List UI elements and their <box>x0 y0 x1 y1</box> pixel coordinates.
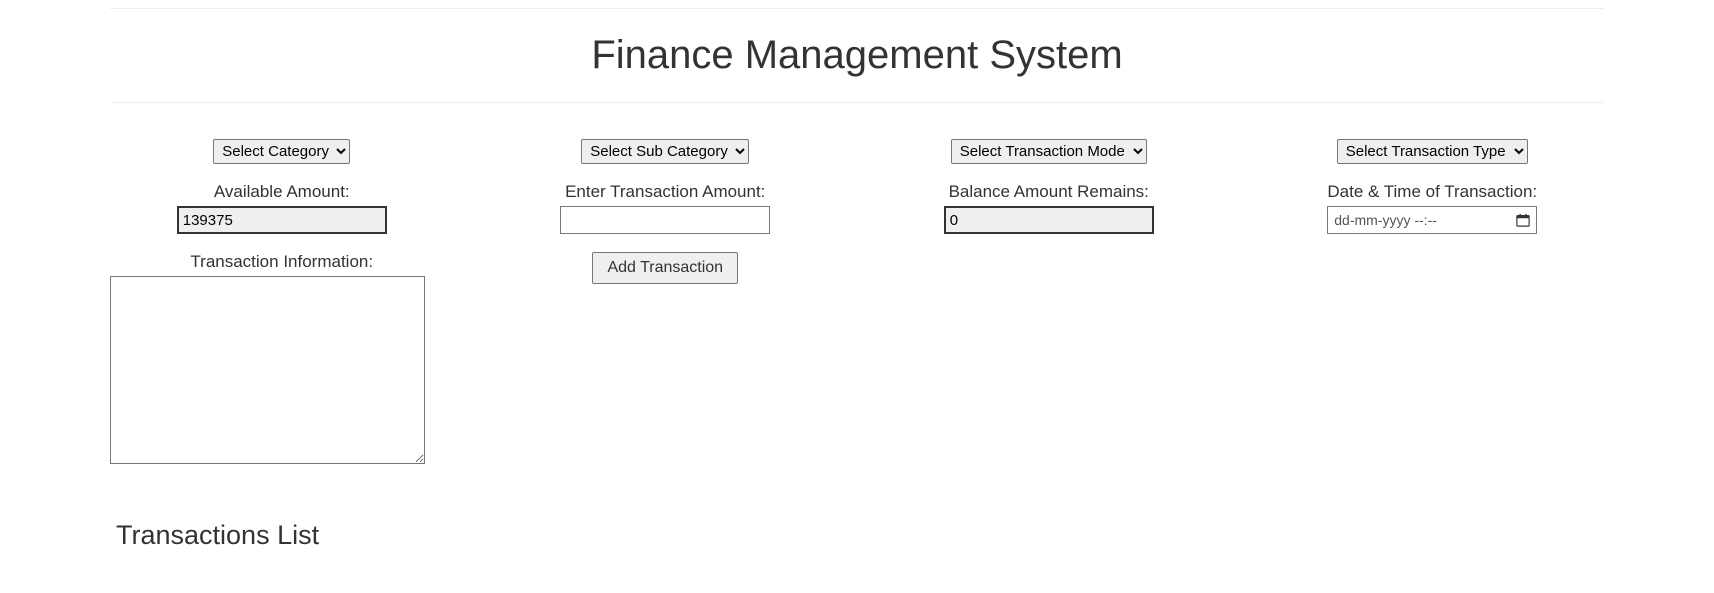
form-grid: Select Category Select Sub Category Sele… <box>110 139 1604 464</box>
transaction-info-textarea[interactable] <box>110 276 425 464</box>
add-transaction-button[interactable]: Add Transaction <box>592 252 738 284</box>
sub-category-select[interactable]: Select Sub Category <box>581 139 749 164</box>
transaction-type-select[interactable]: Select Transaction Type <box>1337 139 1528 164</box>
balance-amount-label: Balance Amount Remains: <box>949 182 1149 202</box>
page-title: Finance Management System <box>110 33 1604 78</box>
transaction-amount-input[interactable] <box>560 206 770 234</box>
transaction-info-label: Transaction Information: <box>190 252 373 272</box>
calendar-icon <box>1516 213 1530 227</box>
divider-top <box>110 8 1604 9</box>
transaction-mode-select[interactable]: Select Transaction Mode <box>951 139 1147 164</box>
datetime-input[interactable]: dd-mm-yyyy --:-- <box>1327 206 1537 234</box>
datetime-placeholder: dd-mm-yyyy --:-- <box>1334 212 1437 228</box>
divider-mid <box>110 102 1604 103</box>
datetime-label: Date & Time of Transaction: <box>1327 182 1537 202</box>
balance-amount-input <box>944 206 1154 234</box>
category-select[interactable]: Select Category <box>213 139 350 164</box>
transaction-amount-label: Enter Transaction Amount: <box>565 182 765 202</box>
transactions-list-heading: Transactions List <box>110 520 1604 551</box>
available-amount-input <box>177 206 387 234</box>
available-amount-label: Available Amount: <box>214 182 350 202</box>
